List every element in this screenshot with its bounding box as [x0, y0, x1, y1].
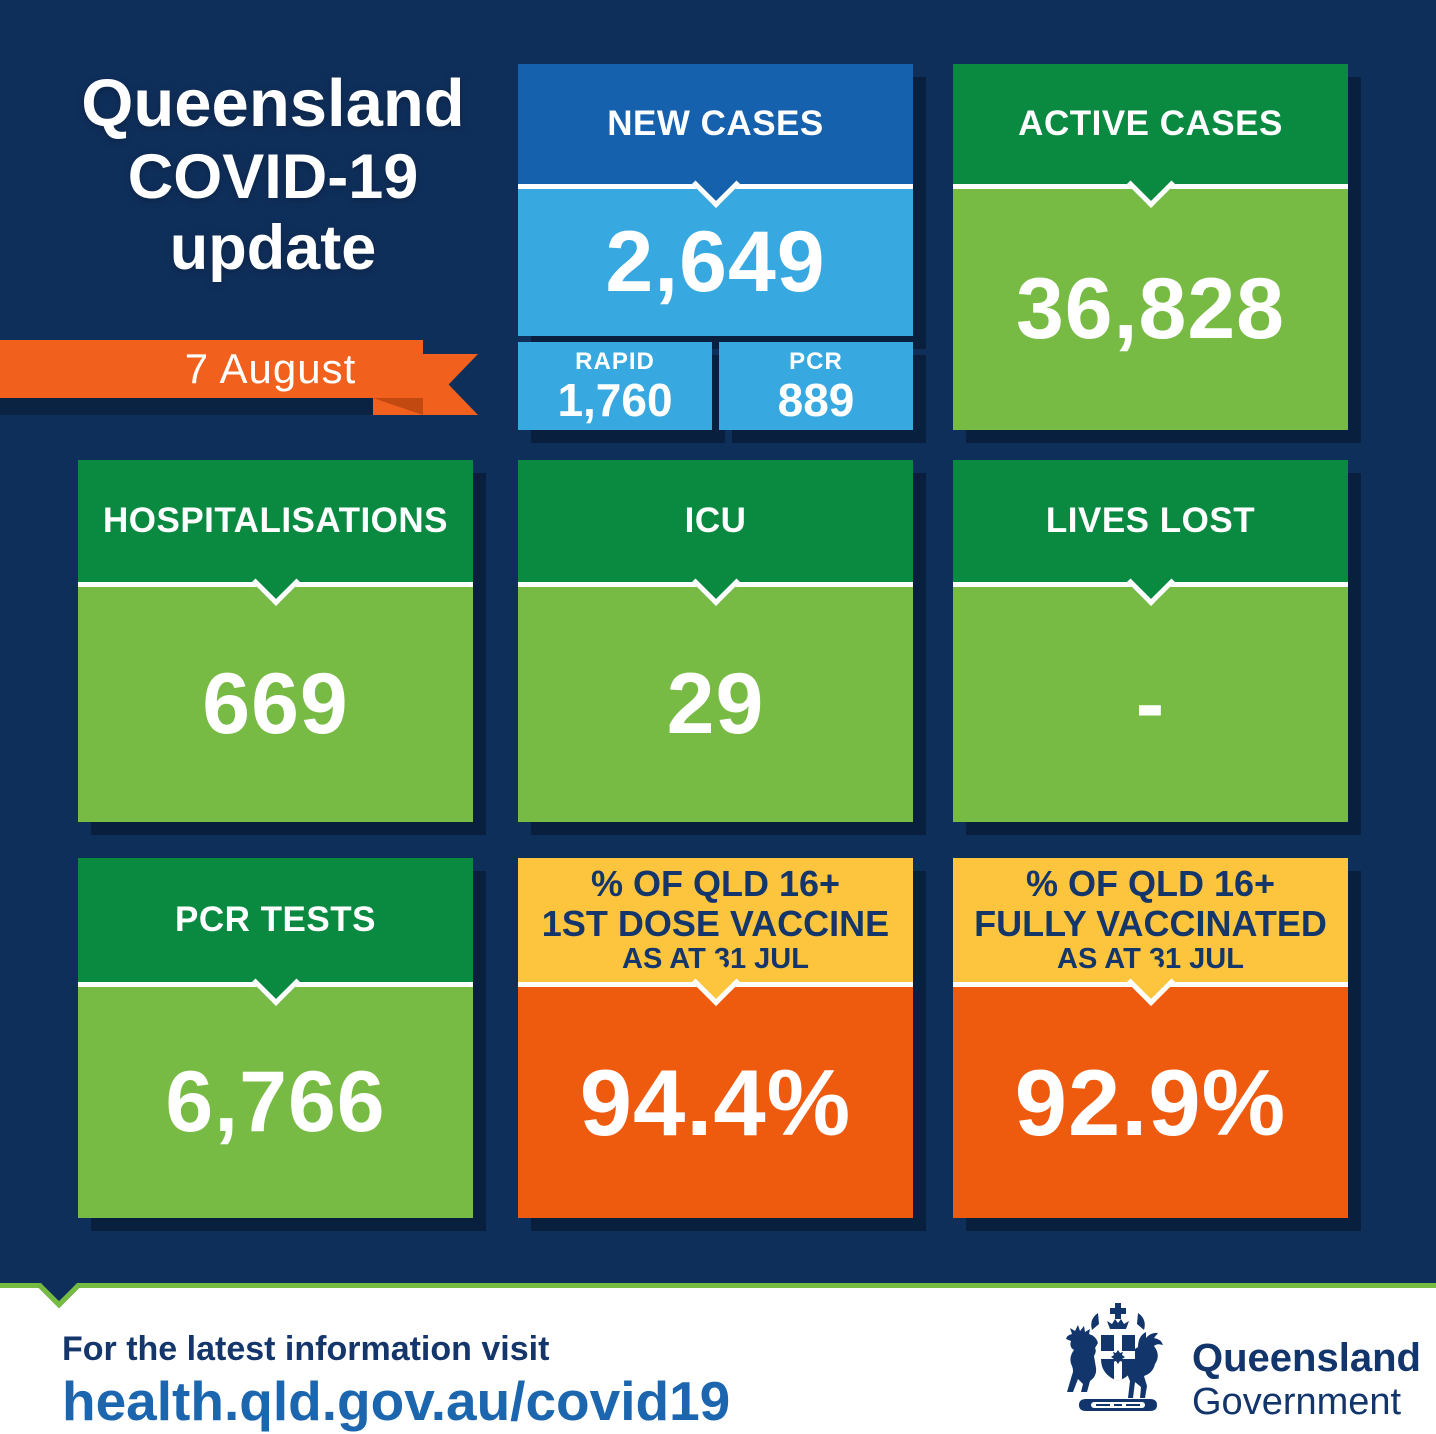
- date-ribbon-shadow: [0, 398, 373, 415]
- pcr-tests-title: PCR TESTS: [175, 900, 376, 939]
- title-line-queensland: Queensland: [81, 66, 465, 141]
- hospitalisations-value: 669: [202, 656, 349, 752]
- new-cases-pcr-subcard: PCR 889: [719, 342, 913, 430]
- new-cases-value: 2,649: [605, 214, 826, 310]
- active-cases-value: 36,828: [1015, 261, 1286, 357]
- footer-url: health.qld.gov.au/covid19: [62, 1370, 731, 1432]
- footer: [0, 1288, 1436, 1434]
- card-active-cases: ACTIVE CASES 36,828: [953, 64, 1348, 430]
- fully-vaccinated-value: 92.9%: [1014, 1049, 1287, 1155]
- hospitalisations-title: HOSPITALISATIONS: [102, 501, 449, 540]
- card-lives-lost: LIVES LOST -: [953, 460, 1348, 822]
- pcr-tests-value: 6,766: [165, 1054, 386, 1150]
- first-dose-value: 94.4%: [579, 1049, 852, 1155]
- queensland-coat-of-arms-icon: [1066, 1303, 1163, 1411]
- card-icu: ICU 29: [518, 460, 913, 822]
- new-cases-title: NEW CASES: [607, 104, 824, 143]
- fully-vaccinated-title-line1: % OF QLD 16+: [1025, 863, 1276, 905]
- pcr-label: PCR: [789, 347, 843, 375]
- logo-government-text: Government: [1192, 1381, 1402, 1423]
- pcr-value: 889: [777, 373, 855, 426]
- date-label: 7 August: [184, 345, 357, 392]
- lives-lost-title: LIVES LOST: [1045, 501, 1256, 540]
- first-dose-title-line2: 1ST DOSE VACCINE: [541, 903, 890, 945]
- footer-divider: [0, 1283, 1436, 1288]
- lives-lost-value: -: [1135, 656, 1166, 752]
- fully-vaccinated-title-line2: FULLY VACCINATED: [974, 903, 1327, 945]
- icu-title: ICU: [684, 501, 747, 540]
- new-cases-rapid-subcard: RAPID 1,760: [518, 342, 712, 430]
- logo-queensland-text: Queensland: [1192, 1336, 1421, 1380]
- icu-value: 29: [666, 656, 765, 752]
- active-cases-title: ACTIVE CASES: [1018, 104, 1283, 143]
- rapid-value: 1,760: [557, 373, 673, 426]
- title-line-update: update: [169, 212, 377, 283]
- card-hospitalisations: HOSPITALISATIONS 669: [78, 460, 473, 822]
- government-logo-text: Queensland Government: [1192, 1338, 1421, 1421]
- card-new-cases: NEW CASES 2,649: [518, 64, 913, 336]
- card-fully-vaccinated: % OF QLD 16+ FULLY VACCINATED AS AT 31 J…: [953, 858, 1348, 1218]
- card-first-dose-vaccine: % OF QLD 16+ 1ST DOSE VACCINE AS AT 31 J…: [518, 858, 913, 1218]
- first-dose-title-line1: % OF QLD 16+: [590, 863, 841, 905]
- page-title: Queensland COVID-19 update: [38, 66, 508, 284]
- card-pcr-tests: PCR TESTS 6,766: [78, 858, 473, 1218]
- footer-info-text: For the latest information visit: [62, 1330, 550, 1368]
- date-ribbon: 7 August: [0, 340, 423, 398]
- rapid-label: RAPID: [575, 347, 655, 375]
- title-line-covid19: COVID-19: [127, 141, 419, 212]
